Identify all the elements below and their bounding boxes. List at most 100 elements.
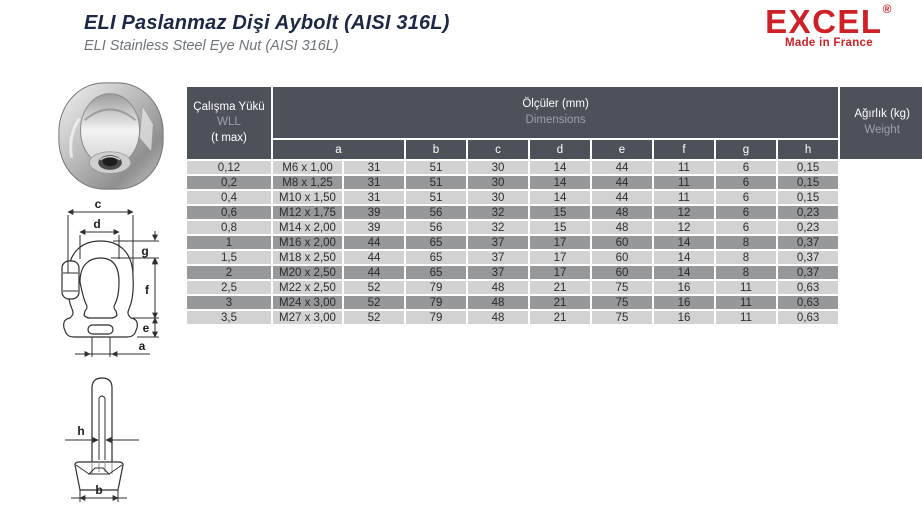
cell-weight: 0,15: [775, 174, 841, 191]
cell-f: 75: [590, 294, 654, 311]
cell-weight: 0,23: [775, 219, 841, 236]
weight-header-line1: Ağırlık (kg): [854, 108, 910, 121]
table-row: 3 M24 x 3,00 52 79 48 21 75 16 11 0,63: [185, 294, 922, 311]
dim-col-header-g: g: [714, 138, 778, 161]
dim-label-g: g: [141, 244, 148, 258]
dim-col-header-d: d: [528, 138, 592, 161]
cell-h: 6: [714, 204, 778, 221]
cell-b: 39: [342, 219, 406, 236]
cell-g: 12: [652, 219, 716, 236]
cell-d: 32: [466, 204, 530, 221]
cell-e: 15: [528, 204, 592, 221]
side-view-diagram: h b: [65, 377, 139, 502]
dim-label-f: f: [145, 283, 150, 297]
dim-col-header-b: b: [404, 138, 468, 161]
cell-d: 48: [466, 309, 530, 326]
table-row: 0,4 M10 x 1,50 31 51 30 14 44 11 6 0,15: [185, 189, 922, 206]
cell-a: M27 x 3,00: [271, 309, 344, 326]
cell-wll: 0,12: [185, 159, 273, 176]
side-lobe-outline: [61, 260, 80, 300]
table-row: 0,12 M6 x 1,00 31 51 30 14 44 11 6 0,15: [185, 159, 922, 176]
cell-g: 14: [652, 234, 716, 251]
table-row: 2,5 M22 x 2,50 52 79 48 21 75 16 11 0,63: [185, 279, 922, 296]
spec-table: Çalışma Yükü WLL (t max) Ölçüler (mm) Di…: [185, 85, 922, 326]
cell-c: 51: [404, 189, 468, 206]
cell-c: 51: [404, 174, 468, 191]
brand-tagline: Made in France: [785, 37, 873, 49]
cell-d: 48: [466, 279, 530, 296]
cell-b: 31: [342, 159, 406, 176]
wll-header-line3: (t max): [211, 131, 247, 144]
cell-weight: 0,15: [775, 189, 841, 206]
cell-g: 16: [652, 294, 716, 311]
cell-h: 11: [714, 279, 778, 296]
col-header-dimensions: Ölçüler (mm) Dimensions: [270, 85, 841, 140]
cell-f: 75: [590, 279, 654, 296]
cell-h: 11: [714, 309, 778, 326]
cell-f: 60: [590, 234, 654, 251]
dim-label-e: e: [143, 321, 150, 335]
cell-e: 14: [528, 174, 592, 191]
cell-h: 6: [714, 219, 778, 236]
cell-wll: 0,8: [185, 219, 273, 236]
table-row: 0,2 M8 x 1,25 31 51 30 14 44 11 6 0,15: [185, 174, 922, 191]
cell-e: 21: [528, 279, 592, 296]
cell-wll: 3: [185, 294, 273, 311]
cell-weight: 0,63: [775, 309, 841, 326]
cell-wll: 2: [185, 264, 273, 281]
cell-wll: 0,4: [185, 189, 273, 206]
cell-a: M8 x 1,25: [271, 174, 344, 191]
cell-wll: 0,2: [185, 174, 273, 191]
cell-weight: 0,15: [775, 159, 841, 176]
col-header-wll: Çalışma Yükü WLL (t max): [185, 85, 273, 161]
cell-d: 30: [466, 189, 530, 206]
cell-c: 79: [404, 309, 468, 326]
wll-header-line2: WLL: [217, 116, 241, 129]
cell-a: M24 x 3,00: [271, 294, 344, 311]
dim-col-header-c: c: [466, 138, 530, 161]
cell-a: M16 x 2,00: [271, 234, 344, 251]
cell-h: 8: [714, 249, 778, 266]
cell-g: 11: [652, 174, 716, 191]
wll-header-line1: Çalışma Yükü: [193, 100, 265, 113]
dim-label-c: c: [95, 197, 102, 211]
cell-b: 39: [342, 204, 406, 221]
cell-b: 52: [342, 279, 406, 296]
cell-c: 65: [404, 249, 468, 266]
table-row: 2 M20 x 2,50 44 65 37 17 60 14 8 0,37: [185, 264, 922, 281]
table-row: 1,5 M18 x 2,50 44 65 37 17 60 14 8 0,37: [185, 249, 922, 266]
cell-weight: 0,37: [775, 234, 841, 251]
cell-a: M18 x 2,50: [271, 249, 344, 266]
dim-subheader-row: a b c d e f g h: [186, 138, 922, 161]
cell-f: 60: [590, 249, 654, 266]
table-row: 1 M16 x 2,00 44 65 37 17 60 14 8 0,37: [185, 234, 922, 251]
cell-d: 32: [466, 219, 530, 236]
cell-wll: 2,5: [185, 279, 273, 296]
cell-weight: 0,63: [775, 279, 841, 296]
dim-label-b: b: [95, 483, 102, 497]
dim-label-a: a: [139, 339, 146, 353]
cell-e: 21: [528, 294, 592, 311]
cell-wll: 0,6: [185, 204, 273, 221]
cell-d: 30: [466, 159, 530, 176]
cell-g: 11: [652, 159, 716, 176]
cell-weight: 0,37: [775, 264, 841, 281]
cell-a: M12 x 1,75: [271, 204, 344, 221]
brand-logo: EXCEL® Made in France: [746, 2, 912, 49]
cell-wll: 3,5: [185, 309, 273, 326]
cell-weight: 0,23: [775, 204, 841, 221]
dim-label-h: h: [77, 424, 84, 438]
table-row: 3,5 M27 x 3,00 52 79 48 21 75 16 11 0,63: [185, 309, 922, 326]
cell-a: M20 x 2,50: [271, 264, 344, 281]
cell-a: M10 x 1,50: [271, 189, 344, 206]
spec-table-body: 0,12 M6 x 1,00 31 51 30 14 44 11 6 0,15 0,2 M8 x 1,…: [185, 159, 922, 326]
cell-a: M22 x 2,50: [271, 279, 344, 296]
brand-name: EXCEL®: [765, 2, 893, 40]
cell-wll: 1: [185, 234, 273, 251]
cell-d: 37: [466, 249, 530, 266]
cell-e: 17: [528, 249, 592, 266]
cell-b: 44: [342, 249, 406, 266]
cell-c: 65: [404, 264, 468, 281]
cell-d: 37: [466, 264, 530, 281]
cell-c: 65: [404, 234, 468, 251]
